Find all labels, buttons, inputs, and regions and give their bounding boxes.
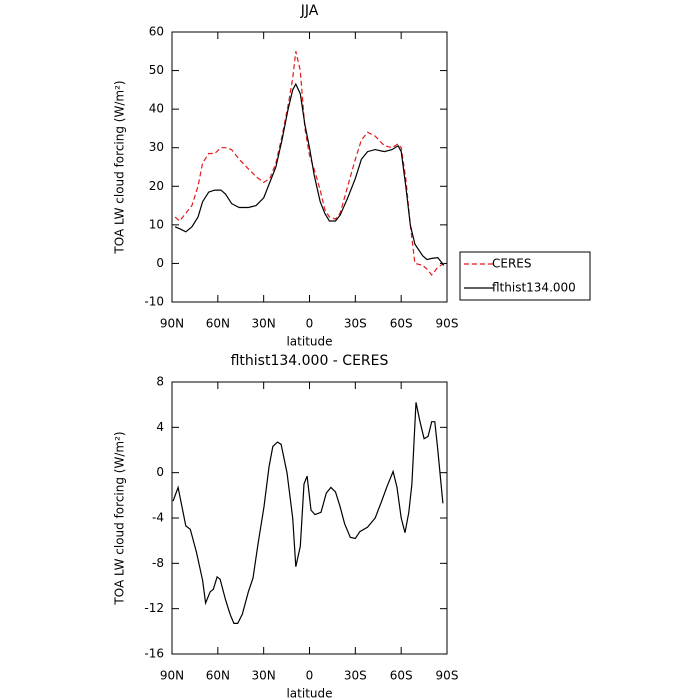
- x-tick-label: 90N: [160, 317, 184, 331]
- plot-frame: [171, 381, 448, 655]
- x-tick-label: 30S: [344, 317, 367, 331]
- y-tick-label: -16: [144, 647, 164, 661]
- x-tick-label: 60N: [206, 317, 230, 331]
- x-axis-label: latitude: [286, 687, 332, 700]
- data-line: [174, 82, 445, 266]
- plot-frame: [171, 31, 448, 303]
- y-tick-label: 20: [149, 179, 164, 193]
- x-tick-label: 30N: [252, 317, 276, 331]
- y-tick-label: 10: [149, 217, 164, 231]
- x-tick-label: 60N: [206, 669, 230, 683]
- y-tick-label: 4: [156, 420, 164, 434]
- x-tick-label: 30N: [252, 669, 276, 683]
- x-tick-label: 0: [306, 669, 314, 683]
- y-axis-label: TOA LW cloud forcing (W/m²): [113, 431, 127, 605]
- y-tick-label: 8: [156, 375, 164, 389]
- x-tick-label: 60S: [390, 317, 413, 331]
- y-axis-label: TOA LW cloud forcing (W/m²): [113, 80, 127, 254]
- y-tick-label: -12: [144, 601, 164, 615]
- y-tick-label: -4: [152, 511, 164, 525]
- x-tick-label: 90S: [436, 317, 459, 331]
- legend-box: [459, 251, 591, 301]
- x-axis-label: latitude: [286, 335, 332, 349]
- y-tick-label: 50: [149, 63, 164, 77]
- legend-label: flthist134.000: [492, 281, 576, 295]
- y-tick-label: -8: [152, 556, 164, 570]
- x-tick-label: 30S: [344, 669, 367, 683]
- y-tick-label: 60: [149, 25, 164, 39]
- data-line: [174, 51, 445, 276]
- y-tick-label: 0: [156, 256, 164, 270]
- chart-title: flthist134.000 - CERES: [231, 353, 389, 369]
- legend-label: CERES: [492, 257, 532, 271]
- y-tick-label: 30: [149, 140, 164, 154]
- x-tick-label: 60S: [390, 669, 413, 683]
- x-tick-label: 90N: [160, 669, 184, 683]
- y-tick-label: 40: [149, 102, 164, 116]
- chart-title: JJA: [300, 3, 319, 19]
- data-line: [172, 402, 444, 624]
- y-tick-label: -10: [144, 295, 164, 309]
- x-tick-label: 0: [306, 317, 314, 331]
- x-tick-label: 90S: [436, 669, 459, 683]
- y-tick-label: 0: [156, 465, 164, 479]
